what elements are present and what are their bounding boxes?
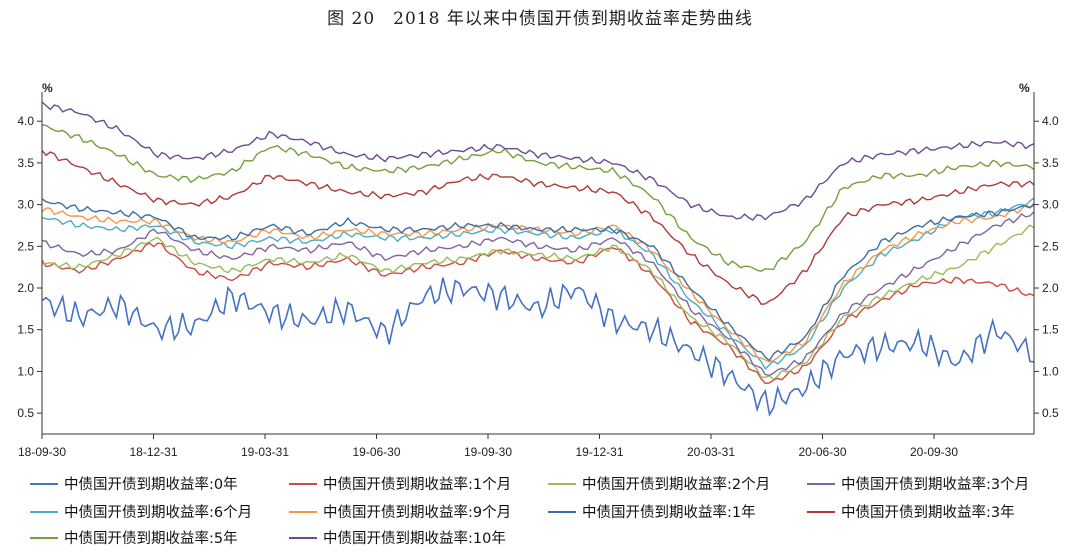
series-line [41, 211, 1035, 377]
legend-label: 中债国开债到期收益率:1个月 [323, 476, 511, 493]
left-y-tick-label: 0.5 [17, 406, 34, 420]
series-line [41, 224, 1035, 381]
right-y-tick-label: 3.0 [1042, 198, 1059, 212]
x-tick-label: 19-03-31 [241, 445, 289, 459]
legend-item: 中债国开债到期收益率:1年 [548, 504, 756, 521]
x-tick-label: 20-09-30 [910, 445, 958, 459]
legend-item: 中债国开债到期收益率:3个月 [807, 476, 1029, 493]
series-line [41, 101, 1035, 221]
left-y-tick-label: 2.5 [17, 239, 34, 253]
legend-label: 中债国开债到期收益率:3年 [841, 504, 1015, 521]
series-line [41, 124, 1035, 272]
legend-item: 中债国开债到期收益率:1个月 [289, 476, 511, 493]
axes: % % 0.5 0.5 1.0 1.0 1.5 1.5 2.0 2.0 2.5 2.5 3.0 3.0… [17, 81, 1059, 459]
legend-item: 中债国开债到期收益率:9个月 [289, 504, 511, 521]
legend-item: 中债国开债到期收益率:10年 [289, 530, 506, 547]
right-y-tick-label: 2.5 [1042, 239, 1059, 253]
legend-label: 中债国开债到期收益率:2个月 [582, 476, 770, 493]
right-y-tick-label: 4.0 [1042, 114, 1059, 128]
x-tick-label: 18-12-31 [129, 445, 177, 459]
x-tick-label: 19-12-31 [575, 445, 623, 459]
legend-item: 中债国开债到期收益率:5年 [30, 530, 238, 547]
left-y-tick-label: 2.0 [17, 281, 34, 295]
right-y-tick-label: 1.0 [1042, 364, 1059, 378]
legend-item: 中债国开债到期收益率:3年 [807, 504, 1015, 521]
left-y-tick-label: 1.5 [17, 323, 34, 337]
legend-item: 中债国开债到期收益率:6个月 [30, 504, 252, 521]
left-y-tick-label: 3.0 [17, 198, 34, 212]
x-tick-label: 20-06-30 [798, 445, 846, 459]
right-y-unit: % [1019, 81, 1030, 95]
legend: 中债国开债到期收益率:0年 中债国开债到期收益率:1个月 中债国开债到期收益率:2个… [30, 476, 1029, 547]
legend-label: 中债国开债到期收益率:1年 [582, 504, 756, 521]
legend-label: 中债国开债到期收益率:3个月 [841, 476, 1029, 493]
left-y-tick-label: 1.0 [17, 364, 34, 378]
series-line [41, 197, 1035, 371]
right-y-tick-label: 2.0 [1042, 281, 1059, 295]
x-tick-label: 19-09-30 [464, 445, 512, 459]
plot-area [41, 101, 1035, 417]
x-tick-label: 18-09-30 [18, 445, 66, 459]
x-tick-label: 19-06-30 [352, 445, 400, 459]
series-line [41, 203, 1035, 363]
x-tick-label: 20-03-31 [687, 445, 735, 459]
series-line [41, 198, 1035, 362]
right-y-tick-label: 1.5 [1042, 323, 1059, 337]
series-line [41, 149, 1035, 305]
legend-label: 中债国开债到期收益率:6个月 [64, 504, 252, 521]
legend-label: 中债国开债到期收益率:0年 [64, 476, 238, 493]
right-y-tick-label: 0.5 [1042, 406, 1059, 420]
series-line [41, 242, 1035, 385]
left-y-tick-label: 3.5 [17, 156, 34, 170]
chart-title: 图 20 2018 年以来中债国开债到期收益率走势曲线 [327, 9, 753, 29]
legend-item: 中债国开债到期收益率:2个月 [548, 476, 770, 493]
legend-label: 中债国开债到期收益率:10年 [323, 530, 506, 547]
legend-label: 中债国开债到期收益率:9个月 [323, 504, 511, 521]
left-y-unit: % [42, 81, 53, 95]
legend-label: 中债国开债到期收益率:5年 [64, 530, 238, 547]
series-line [41, 277, 1035, 417]
left-y-tick-label: 4.0 [17, 114, 34, 128]
right-y-tick-label: 3.5 [1042, 156, 1059, 170]
legend-item: 中债国开债到期收益率:0年 [30, 476, 238, 493]
